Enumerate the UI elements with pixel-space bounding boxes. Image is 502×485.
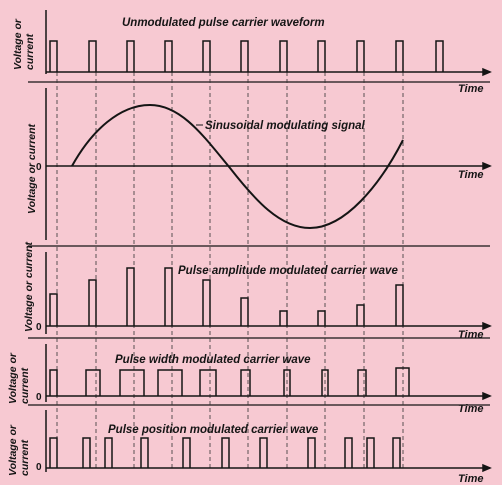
panel-4-zero: 0 <box>36 392 42 403</box>
sinusoid-curve <box>71 103 404 230</box>
panel-sinusoid: Sinusoidal modulating signal Voltage or … <box>26 88 492 240</box>
pwm-pulses <box>49 367 410 396</box>
panel-2-xlabel: Time <box>458 169 483 181</box>
ppm-pulses <box>49 437 401 468</box>
panel-3-title: Pulse amplitude modulated carrier wave <box>178 265 398 277</box>
panel-5-xlabel: Time <box>458 473 483 485</box>
panel-1-ylabel-line1: Voltage or <box>12 18 24 70</box>
panel-4-ylabel-line2: current <box>19 367 31 404</box>
timing-guides <box>56 72 404 468</box>
panel-3-axis-arrow <box>482 321 492 331</box>
panel-3-zero: 0 <box>36 322 42 333</box>
panel-4-ylabel-line1: Voltage or <box>7 352 19 404</box>
panel-4-xlabel: Time <box>458 403 483 415</box>
panel-3-xlabel: Time <box>458 329 483 341</box>
panel-1-axis-arrow <box>482 67 492 77</box>
panel-2-title: Sinusoidal modulating signal <box>205 120 366 132</box>
panel-2-axis-arrow <box>482 161 492 171</box>
panel-1-pulse-train <box>49 40 444 72</box>
pam-pulses <box>49 267 404 326</box>
panel-dividers <box>28 81 490 406</box>
panel-2-zero: 0 <box>36 162 42 173</box>
panel-2-ylabel: Voltage or current <box>26 123 38 214</box>
panel-pam: Pulse amplitude modulated carrier wave V… <box>23 241 492 341</box>
panel-pwm: Pulse width modulated carrier wave Volta… <box>7 344 492 415</box>
panel-5-title: Pulse position modulated carrier wave <box>108 424 319 436</box>
panel-3-ylabel: Voltage or current <box>23 241 35 332</box>
panel-5-ylabel-line2: current <box>19 439 31 476</box>
panel-1-xlabel: Time <box>458 83 483 95</box>
panel-unmodulated: Unmodulated pulse carrier waveform Volta… <box>12 10 492 95</box>
panel-5-zero: 0 <box>36 462 42 473</box>
panel-ppm: Pulse position modulated carrier wave Vo… <box>7 410 492 485</box>
panel-1-ylabel-line2: current <box>24 33 36 70</box>
panel-1-title: Unmodulated pulse carrier waveform <box>122 17 325 29</box>
panel-4-title: Pulse width modulated carrier wave <box>115 354 311 366</box>
panel-5-ylabel-line1: Voltage or <box>7 424 19 476</box>
panel-5-axis-arrow <box>482 463 492 473</box>
panel-4-axis-arrow <box>482 391 492 401</box>
